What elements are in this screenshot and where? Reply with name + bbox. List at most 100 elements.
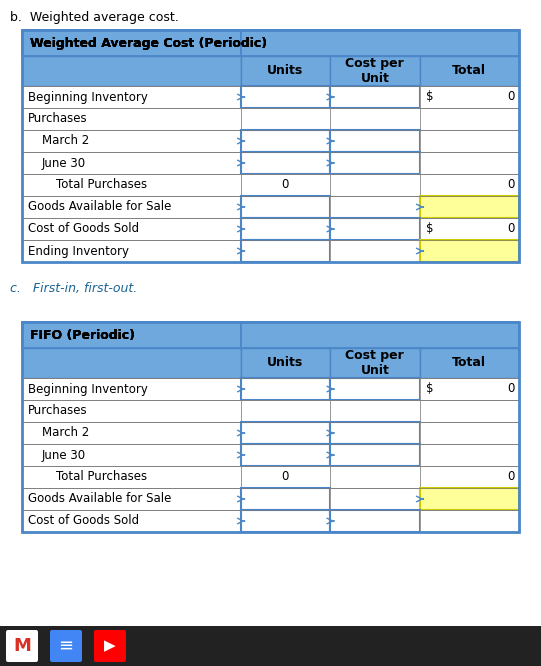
FancyBboxPatch shape [420, 378, 519, 400]
FancyBboxPatch shape [330, 510, 420, 532]
FancyBboxPatch shape [420, 86, 519, 108]
FancyBboxPatch shape [241, 30, 519, 56]
FancyBboxPatch shape [420, 130, 519, 152]
FancyBboxPatch shape [22, 488, 241, 510]
FancyBboxPatch shape [420, 422, 519, 444]
Text: Cost of Goods Sold: Cost of Goods Sold [28, 515, 139, 527]
Text: $: $ [426, 91, 433, 103]
FancyBboxPatch shape [22, 510, 241, 532]
FancyBboxPatch shape [330, 108, 420, 130]
FancyBboxPatch shape [420, 466, 519, 488]
Text: Total: Total [452, 65, 486, 77]
FancyBboxPatch shape [22, 174, 241, 196]
FancyBboxPatch shape [330, 152, 420, 174]
FancyBboxPatch shape [330, 240, 420, 262]
FancyBboxPatch shape [241, 218, 330, 240]
Text: March 2: March 2 [42, 135, 89, 147]
FancyBboxPatch shape [420, 152, 519, 174]
FancyBboxPatch shape [241, 510, 330, 532]
Text: Total Purchases: Total Purchases [56, 178, 147, 192]
FancyBboxPatch shape [22, 422, 241, 444]
Text: c.   First-in, first-out.: c. First-in, first-out. [10, 282, 137, 295]
Text: Ending Inventory: Ending Inventory [28, 244, 129, 258]
FancyBboxPatch shape [420, 218, 519, 240]
FancyBboxPatch shape [420, 510, 519, 532]
FancyBboxPatch shape [420, 400, 519, 422]
FancyBboxPatch shape [22, 218, 241, 240]
Text: Goods Available for Sale: Goods Available for Sale [28, 492, 171, 505]
Text: 0: 0 [507, 222, 515, 236]
Text: Total Purchases: Total Purchases [56, 470, 147, 484]
FancyBboxPatch shape [330, 56, 420, 86]
FancyBboxPatch shape [22, 378, 241, 400]
Text: FIFO (Periodic): FIFO (Periodic) [30, 328, 135, 342]
FancyBboxPatch shape [241, 422, 330, 444]
FancyBboxPatch shape [22, 444, 241, 466]
FancyBboxPatch shape [241, 130, 330, 152]
FancyBboxPatch shape [330, 130, 420, 152]
FancyBboxPatch shape [241, 348, 330, 378]
Text: June 30: June 30 [42, 157, 86, 170]
FancyBboxPatch shape [330, 348, 420, 378]
FancyBboxPatch shape [330, 218, 420, 240]
Text: $: $ [426, 222, 433, 236]
FancyBboxPatch shape [420, 444, 519, 466]
FancyBboxPatch shape [330, 422, 420, 444]
Text: Beginning Inventory: Beginning Inventory [28, 91, 148, 103]
Text: June 30: June 30 [42, 448, 86, 462]
FancyBboxPatch shape [420, 56, 519, 86]
Text: M: M [13, 637, 31, 655]
FancyBboxPatch shape [22, 56, 241, 86]
FancyBboxPatch shape [241, 488, 330, 510]
FancyBboxPatch shape [330, 174, 420, 196]
FancyBboxPatch shape [241, 196, 330, 218]
Text: Weighted Average Cost (Periodic): Weighted Average Cost (Periodic) [30, 37, 267, 49]
FancyBboxPatch shape [22, 348, 241, 378]
FancyBboxPatch shape [22, 30, 241, 56]
FancyBboxPatch shape [330, 466, 420, 488]
Text: ≡: ≡ [58, 637, 74, 655]
Text: ▶: ▶ [104, 639, 116, 653]
FancyBboxPatch shape [330, 444, 420, 466]
FancyBboxPatch shape [241, 240, 330, 262]
Text: Weighted Average Cost (Periodic): Weighted Average Cost (Periodic) [30, 37, 267, 49]
FancyBboxPatch shape [6, 630, 38, 662]
Text: 0: 0 [507, 178, 515, 192]
FancyBboxPatch shape [241, 466, 330, 488]
FancyBboxPatch shape [420, 488, 519, 510]
FancyBboxPatch shape [330, 196, 420, 218]
Text: 0: 0 [507, 470, 515, 484]
Text: Units: Units [267, 65, 304, 77]
FancyBboxPatch shape [330, 378, 420, 400]
FancyBboxPatch shape [50, 630, 82, 662]
Text: Beginning Inventory: Beginning Inventory [28, 382, 148, 396]
Text: Cost of Goods Sold: Cost of Goods Sold [28, 222, 139, 236]
FancyBboxPatch shape [241, 152, 330, 174]
FancyBboxPatch shape [22, 130, 241, 152]
Text: Purchases: Purchases [28, 404, 88, 418]
Text: FIFO (Periodic): FIFO (Periodic) [30, 328, 135, 342]
FancyBboxPatch shape [330, 400, 420, 422]
FancyBboxPatch shape [0, 626, 541, 666]
FancyBboxPatch shape [420, 240, 519, 262]
FancyBboxPatch shape [241, 444, 330, 466]
Text: 0: 0 [282, 178, 289, 192]
Text: Units: Units [267, 356, 304, 370]
Text: Cost per
Unit: Cost per Unit [346, 349, 404, 377]
FancyBboxPatch shape [22, 400, 241, 422]
FancyBboxPatch shape [420, 196, 519, 218]
FancyBboxPatch shape [241, 174, 330, 196]
Text: 0: 0 [507, 382, 515, 396]
Text: Goods Available for Sale: Goods Available for Sale [28, 200, 171, 214]
Text: FIFO (Periodic): FIFO (Periodic) [30, 328, 135, 342]
FancyBboxPatch shape [241, 86, 330, 108]
FancyBboxPatch shape [241, 378, 330, 400]
FancyBboxPatch shape [94, 630, 126, 662]
Text: $: $ [426, 382, 433, 396]
FancyBboxPatch shape [22, 240, 241, 262]
Text: Cost per
Unit: Cost per Unit [346, 57, 404, 85]
FancyBboxPatch shape [22, 196, 241, 218]
Text: Total: Total [452, 356, 486, 370]
FancyBboxPatch shape [22, 108, 241, 130]
FancyBboxPatch shape [330, 86, 420, 108]
